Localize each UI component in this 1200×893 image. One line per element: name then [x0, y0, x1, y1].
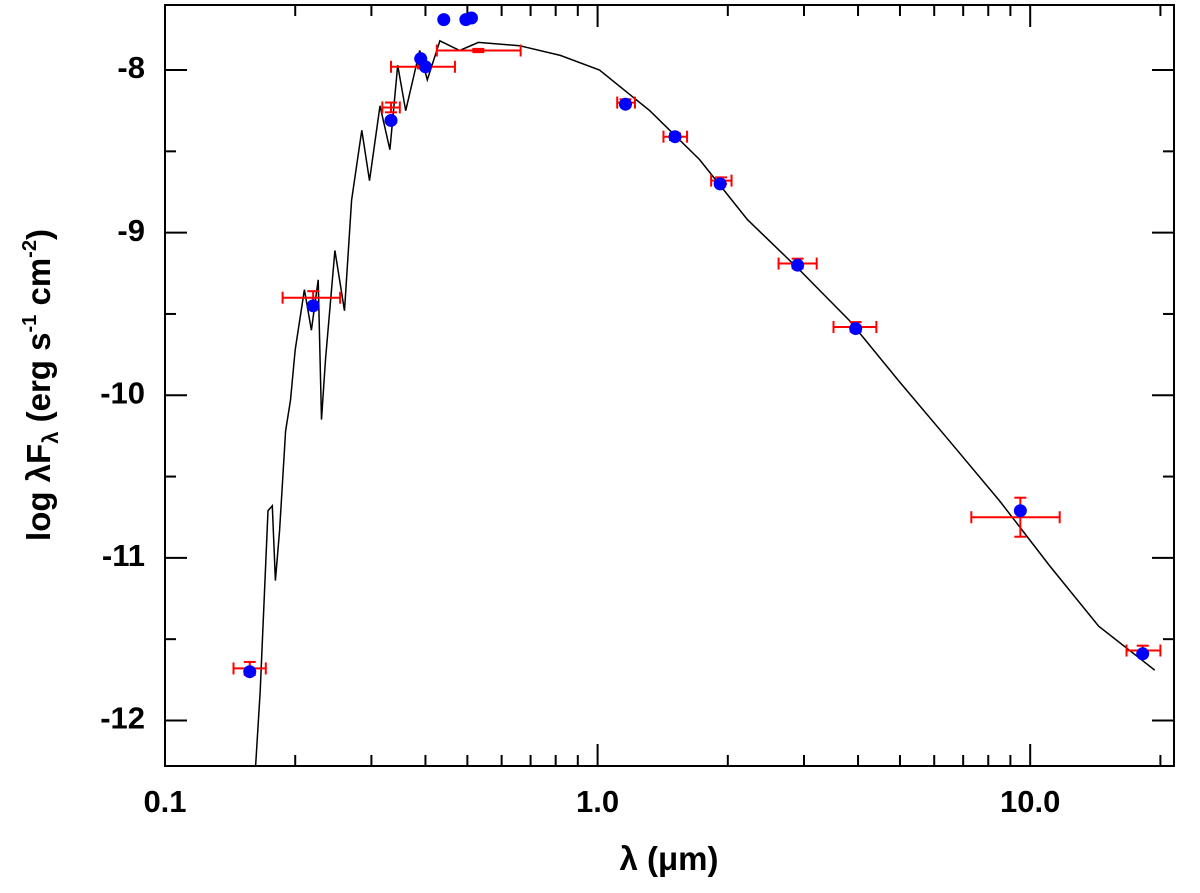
model-point — [437, 13, 451, 27]
y-label-part: log λF — [20, 444, 57, 541]
model-spectrum — [254, 39, 1156, 767]
model-point — [1013, 504, 1027, 518]
y-label-sup: -2 — [19, 240, 41, 258]
model-point — [306, 299, 320, 313]
model-point — [243, 665, 257, 679]
x-tick-label: 10.0 — [1000, 784, 1060, 819]
model-point — [1136, 647, 1150, 661]
y-tick-label: -12 — [100, 701, 145, 736]
y-label-sub: λ — [38, 432, 63, 444]
model-point — [713, 177, 727, 191]
model-point — [464, 11, 478, 25]
y-tick-label: -10 — [100, 375, 145, 410]
y-axis-label: log λFλ (erg s-1 cm-2) — [19, 229, 63, 541]
x-tick-label: 0.1 — [143, 784, 186, 819]
model-point — [791, 258, 805, 272]
plot-frame — [164, 4, 1175, 767]
y-tick-label: -11 — [102, 538, 145, 573]
y-tick-label: -8 — [117, 50, 145, 85]
y-label-sup: -1 — [19, 315, 41, 333]
model-point — [849, 322, 863, 336]
y-tick-label: -9 — [117, 213, 145, 248]
y-label-part: ) — [20, 229, 57, 240]
x-tick-label: 1.0 — [576, 784, 619, 819]
model-point — [418, 60, 432, 74]
y-label-part: (erg s — [20, 333, 57, 432]
x-axis-label: λ (μm) — [619, 840, 718, 877]
model-point — [618, 97, 632, 111]
model-point — [668, 130, 682, 144]
y-label-part: cm — [20, 258, 57, 315]
model-point — [384, 113, 398, 127]
